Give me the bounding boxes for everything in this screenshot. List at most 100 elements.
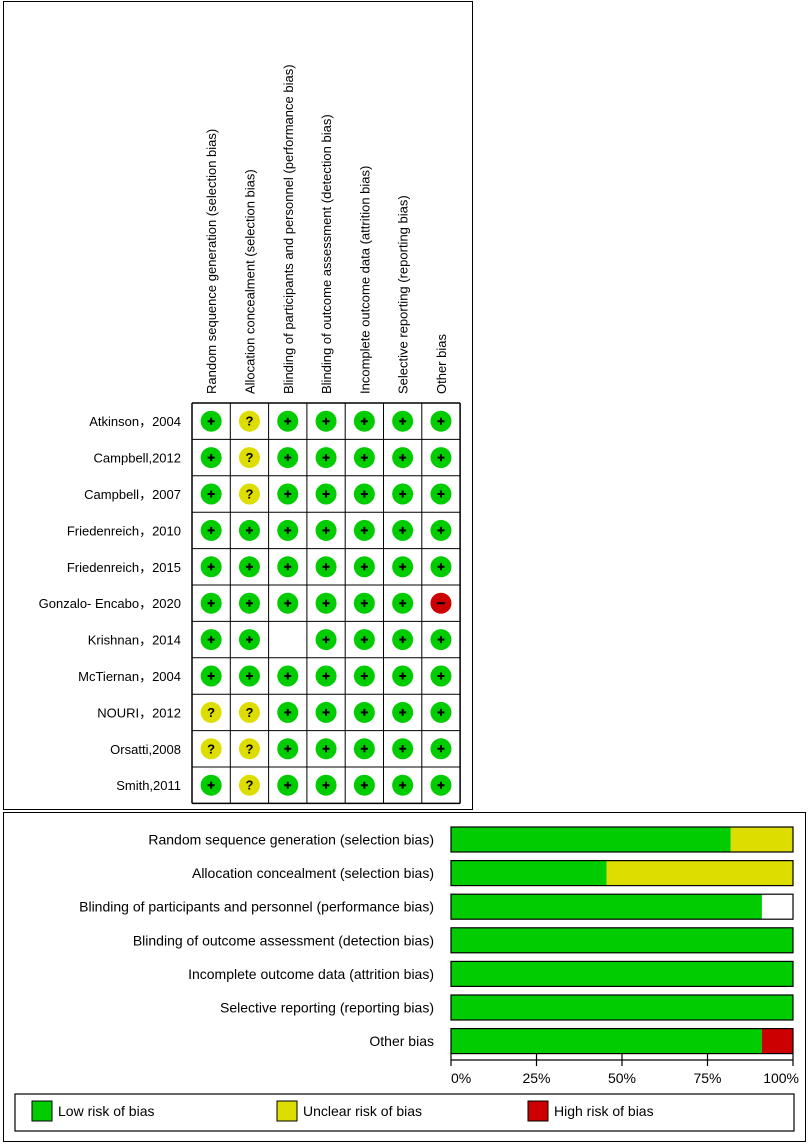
bar-segment-unclear: [606, 860, 793, 886]
rating-unclear-dot: [238, 774, 260, 796]
plus-icon: [322, 526, 330, 534]
bar-segment-low: [451, 961, 793, 987]
rating-unclear-dot: [238, 701, 260, 723]
study-label: Smith,2011: [116, 778, 181, 793]
bar-outline: [450, 927, 794, 954]
plus-icon: [322, 636, 330, 644]
plus-icon: [245, 599, 253, 607]
plus-icon: [322, 672, 330, 680]
plus-icon: [437, 563, 445, 571]
study-label: McTiernan，2004: [78, 669, 181, 684]
plus-icon: [399, 526, 407, 534]
rating-unclear-dot: [238, 738, 260, 760]
plus-icon: [207, 417, 215, 425]
study-label: Campbell，2007: [84, 487, 181, 502]
x-tick-label: 100%: [763, 1070, 799, 1086]
question-icon: ?: [207, 705, 215, 720]
x-tick-label: 25%: [522, 1070, 550, 1086]
plus-icon: [284, 745, 292, 753]
plus-icon: [360, 781, 368, 789]
plus-icon: [399, 745, 407, 753]
plus-icon: [437, 708, 445, 716]
bar-outline: [450, 960, 794, 988]
plus-icon: [284, 781, 292, 789]
bar-outline: [450, 893, 794, 920]
plus-icon: [399, 563, 407, 571]
plus-icon: [245, 526, 253, 534]
column-header: Other bias: [434, 334, 449, 394]
plus-icon: [207, 636, 215, 644]
plus-icon: [399, 708, 407, 716]
question-icon: ?: [207, 741, 215, 756]
plus-icon: [437, 745, 445, 753]
bar-segment-unclear: [730, 827, 793, 852]
study-label: Friedenreich，2010: [67, 523, 181, 538]
legend-box: [14, 1093, 795, 1132]
question-icon: ?: [245, 487, 253, 502]
question-icon: ?: [245, 741, 253, 756]
bar-segment-low: [451, 927, 793, 953]
plus-icon: [437, 636, 445, 644]
plus-icon: [284, 454, 292, 462]
plus-icon: [399, 417, 407, 425]
bar-category-label: Random sequence generation (selection bi…: [148, 832, 434, 848]
plus-icon: [284, 417, 292, 425]
risk-of-bias-graph-panel: [3, 812, 806, 1142]
plus-icon: [207, 563, 215, 571]
legend-swatch-high: [527, 1100, 549, 1122]
bar-category-label: Selective reporting (reporting bias): [220, 1000, 434, 1016]
study-label: NOURI，2012: [97, 705, 181, 720]
x-tick-label: 75%: [693, 1070, 721, 1086]
plus-icon: [360, 490, 368, 498]
question-icon: ?: [245, 414, 253, 429]
rating-unclear-dot: [200, 701, 222, 723]
plus-icon: [399, 672, 407, 680]
legend-swatch-low: [31, 1100, 53, 1122]
study-label: Campbell,2012: [94, 451, 181, 466]
bar-category-label: Incomplete outcome data (attrition bias): [188, 966, 434, 982]
plus-icon: [207, 490, 215, 498]
x-tick-label: 50%: [608, 1070, 636, 1086]
plus-icon: [360, 708, 368, 716]
plus-icon: [322, 490, 330, 498]
legend-swatch-unclear: [276, 1100, 298, 1122]
bar-outline: [450, 826, 794, 853]
column-header: Blinding of outcome assessment (detectio…: [319, 114, 334, 394]
plus-icon: [284, 526, 292, 534]
plus-icon: [437, 454, 445, 462]
plus-icon: [360, 636, 368, 644]
study-label: Krishnan，2014: [88, 633, 181, 648]
risk-of-bias-summary-panel: [3, 1, 473, 810]
column-header: Incomplete outcome data (attrition bias): [357, 166, 372, 394]
plus-icon: [284, 672, 292, 680]
bar-segment-low: [451, 1028, 762, 1054]
bar-segment-low: [451, 827, 731, 852]
plus-icon: [322, 454, 330, 462]
plus-icon: [399, 781, 407, 789]
legend-label: Unclear risk of bias: [303, 1103, 422, 1119]
column-header: Allocation concealment (selection bias): [242, 169, 257, 394]
plus-icon: [399, 599, 407, 607]
plus-icon: [360, 745, 368, 753]
study-label: Friedenreich，2015: [67, 560, 181, 575]
legend-label: High risk of bias: [554, 1103, 654, 1119]
bar-category-label: Blinding of participants and personnel (…: [79, 899, 434, 915]
plus-icon: [322, 745, 330, 753]
bar-outline: [450, 1027, 794, 1055]
question-icon: ?: [245, 705, 253, 720]
plus-icon: [360, 599, 368, 607]
plus-icon: [284, 599, 292, 607]
plus-icon: [437, 781, 445, 789]
plus-icon: [245, 563, 253, 571]
bar-category-label: Allocation concealment (selection bias): [192, 865, 434, 881]
plus-icon: [437, 417, 445, 425]
plus-icon: [360, 526, 368, 534]
study-label: Atkinson，2004: [89, 414, 181, 429]
plus-icon: [207, 672, 215, 680]
bar-outline: [450, 994, 794, 1021]
question-icon: ?: [245, 450, 253, 465]
plus-icon: [399, 454, 407, 462]
plus-icon: [284, 490, 292, 498]
plus-icon: [399, 490, 407, 498]
